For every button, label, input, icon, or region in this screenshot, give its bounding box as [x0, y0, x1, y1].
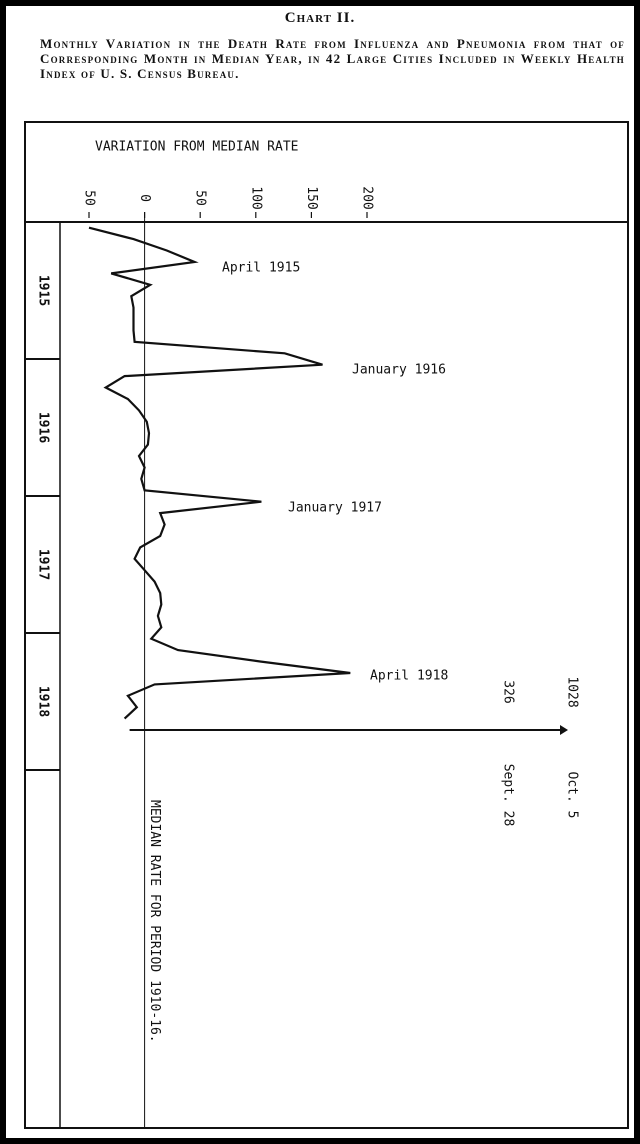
annotation: April 1918 — [370, 669, 448, 684]
annotation: April 1915 — [222, 261, 300, 276]
x-tick-label: 0 — [137, 194, 152, 202]
year-label: 1916 — [36, 412, 51, 443]
annotation: January 1916 — [352, 363, 446, 378]
year-label: 1915 — [36, 275, 51, 306]
x-tick-label: 50 — [193, 190, 208, 206]
offscale-label: Sept. 28 — [501, 764, 516, 827]
chart-frame — [24, 121, 629, 1129]
offscale-value: 326 — [501, 680, 516, 703]
year-label: 1918 — [36, 686, 51, 717]
median-label: MEDIAN RATE FOR PERIOD 1910-16. — [147, 800, 162, 1043]
chart-subtitle: Monthly Variation in the Death Rate from… — [40, 36, 625, 81]
x-tick-label: 200 — [360, 186, 375, 209]
arrow-head — [560, 725, 568, 736]
offscale-label: Oct. 5 — [565, 772, 580, 819]
chart-title: Chart II. — [284, 10, 356, 26]
paper — [6, 6, 634, 1138]
x-tick-label: 50 — [82, 190, 97, 206]
data-line — [88, 226, 351, 720]
x-tick-label: 100 — [248, 186, 263, 209]
x-tick-label: 150 — [304, 186, 319, 209]
year-label: 1917 — [36, 549, 51, 580]
offscale-value: 1028 — [565, 676, 580, 707]
annotation: January 1917 — [288, 501, 382, 516]
axis-label: VARIATION FROM MEDIAN RATE — [95, 140, 299, 155]
